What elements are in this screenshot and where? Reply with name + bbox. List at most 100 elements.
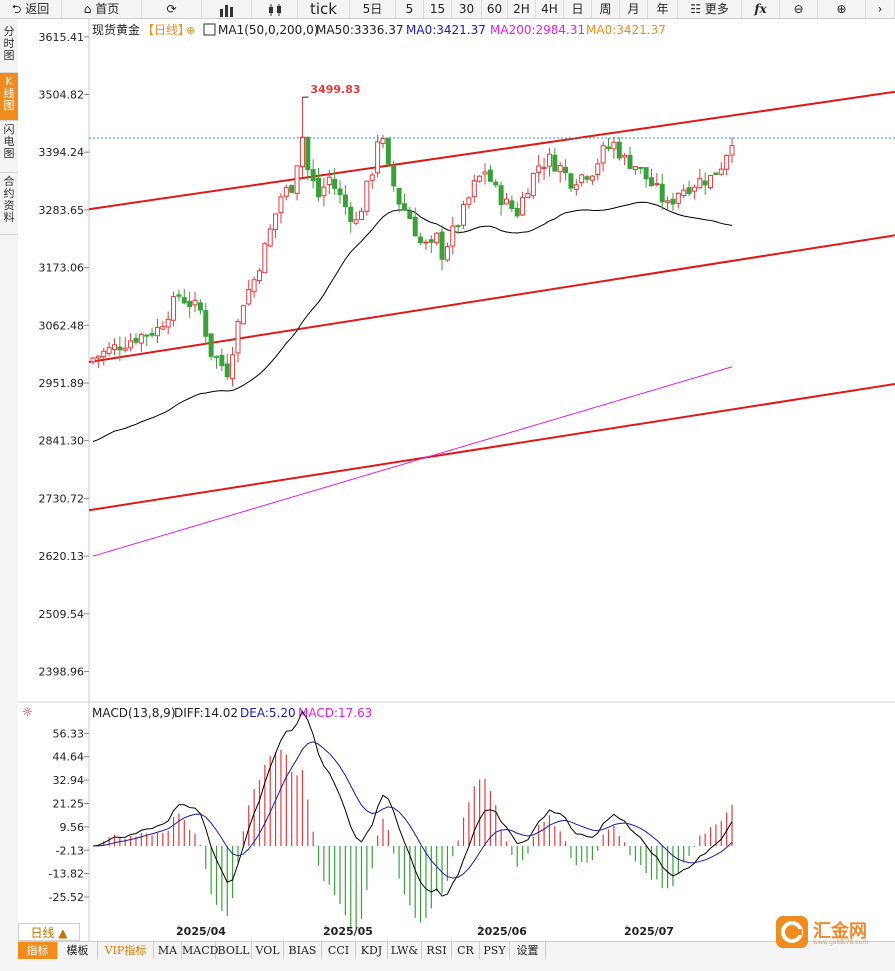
candle-body: [214, 356, 220, 359]
period-9[interactable]: 月: [620, 0, 648, 18]
period-4[interactable]: 60: [482, 0, 508, 18]
status-strip: [0, 959, 895, 971]
candle-body: [713, 172, 719, 176]
candle-button[interactable]: [252, 0, 298, 18]
candle-body: [428, 239, 434, 243]
price-tick-label: 2841.30: [39, 435, 85, 448]
bar-chart-icon: [219, 4, 233, 17]
indicator-tab-4[interactable]: MACD: [182, 942, 219, 959]
candle-body: [643, 167, 649, 180]
candle-body: [477, 175, 483, 182]
more-button[interactable]: ☷ 更多: [678, 0, 742, 18]
candle-body: [546, 153, 552, 167]
candle-body: [299, 136, 305, 167]
indicator-tab-6[interactable]: VOL: [252, 942, 284, 959]
period-10[interactable]: 年: [648, 0, 678, 18]
indicator-tab-11[interactable]: RSI: [422, 942, 452, 959]
zoom-in-icon: ⊕: [836, 2, 847, 16]
period-6[interactable]: 4H: [536, 0, 564, 18]
refresh-button[interactable]: ⟳: [142, 0, 202, 18]
home-button[interactable]: ⌂ 首页: [62, 0, 142, 18]
tick-button[interactable]: tick: [298, 0, 350, 18]
candle-body: [648, 177, 654, 187]
candle-body: [353, 219, 359, 224]
trend-channel-lines: [88, 90, 895, 512]
candle-body: [95, 355, 101, 359]
candle-body: [111, 344, 117, 350]
macd-settings-icon[interactable]: ☼: [22, 705, 33, 719]
candle-body: [729, 145, 735, 156]
candle-body: [321, 186, 327, 197]
indicator-tab-13[interactable]: PSY: [480, 942, 510, 959]
toolbar: ⮌ 返回 ⌂ 首页 ⟳ tick 5日 5 15 30 60 2H 4H 日周月年 ☷ 更多 …: [0, 0, 895, 19]
period-1[interactable]: 5: [396, 0, 424, 18]
back-button[interactable]: ⮌ 返回: [0, 0, 62, 18]
legend-ma0-b: MA0:3421.37: [586, 23, 666, 37]
fx-button[interactable]: fx: [742, 0, 780, 18]
tab-time-sharing[interactable]: 分时图: [0, 23, 18, 73]
candle-body: [278, 196, 284, 214]
candle-body: [514, 207, 520, 217]
period-0[interactable]: 5日: [350, 0, 396, 18]
candle-body: [654, 183, 660, 186]
legend-ma1: MA1(50,0,200,0): [218, 23, 318, 37]
period-5[interactable]: 2H: [508, 0, 536, 18]
candle-body: [718, 168, 724, 175]
zoom-out-icon: ⊖: [793, 2, 804, 16]
candle-body: [128, 340, 134, 349]
candle-body: [670, 198, 676, 205]
tab-flash-chart[interactable]: 闪电图: [0, 121, 18, 173]
indicator-tab-14[interactable]: 设置: [510, 942, 546, 959]
indicator-tab-10[interactable]: LW&: [388, 942, 422, 959]
price-tick-label: 3283.65: [39, 204, 85, 217]
tab-contract-info[interactable]: 合约资料: [0, 173, 18, 235]
candle-body: [256, 270, 262, 281]
candle-body: [332, 178, 338, 189]
period-2[interactable]: 15: [424, 0, 452, 18]
candle-body: [176, 294, 182, 297]
indicator-tab-12[interactable]: CR: [452, 942, 480, 959]
zoom-out-button[interactable]: ⊖: [780, 0, 818, 18]
indicator-tab-2[interactable]: VIP指标: [98, 942, 154, 959]
grid-icon: ☷: [690, 2, 701, 16]
indicator-tabs: 指标 模板 VIP指标 MA MACD BOLL VOL BIAS CCI KDJ LW& RSI CR…: [18, 941, 895, 959]
indicator-tab-9[interactable]: KDJ: [356, 942, 388, 959]
period-7[interactable]: 日: [564, 0, 592, 18]
tab-kline[interactable]: K线图: [0, 73, 18, 121]
indicator-tab-3[interactable]: MA: [154, 942, 182, 959]
indicator-tab-7[interactable]: BIAS: [284, 942, 322, 959]
chart-background: [18, 19, 895, 941]
indicator-tab-5[interactable]: BOLL: [216, 942, 252, 959]
candle-body: [487, 169, 493, 182]
candle-body: [326, 176, 332, 186]
indicator-tab-0[interactable]: 指标: [18, 942, 58, 959]
candle-body: [434, 232, 440, 244]
zoom-in-button[interactable]: ⊕: [818, 0, 866, 18]
period-8[interactable]: 周: [592, 0, 620, 18]
candle-body: [498, 185, 504, 205]
bar-chart-button[interactable]: [202, 0, 252, 18]
candle-body: [133, 337, 139, 343]
macd-tick-label: -25.52: [49, 891, 84, 904]
indicator-tab-8[interactable]: CCI: [322, 942, 356, 959]
candle-body: [503, 198, 509, 205]
ma200-line: [92, 366, 733, 557]
settings-icon[interactable]: ⊕: [186, 24, 195, 37]
price-tick-label: 2730.72: [39, 492, 85, 505]
price-tick-label: 2951.89: [39, 377, 85, 390]
candle-body: [342, 194, 348, 208]
more-label: 更多: [704, 2, 729, 16]
period-3[interactable]: 30: [452, 0, 482, 18]
candle-body: [289, 185, 295, 193]
indicator-tab-1[interactable]: 模板: [58, 942, 98, 959]
candle-body: [552, 154, 558, 172]
candle-body: [541, 166, 547, 170]
candle-body: [691, 186, 697, 192]
channel-line-1: [88, 234, 895, 364]
candle-body: [708, 174, 714, 189]
candle-body: [466, 197, 472, 205]
period-selector[interactable]: 日线 ▲: [18, 923, 80, 941]
price-tick-label: 3062.48: [39, 319, 85, 332]
kline-chart[interactable]: 3615.41 3504.82 3394.24 3283.65 3173.06 3062.…: [0, 0, 895, 941]
candle-body: [197, 302, 203, 311]
